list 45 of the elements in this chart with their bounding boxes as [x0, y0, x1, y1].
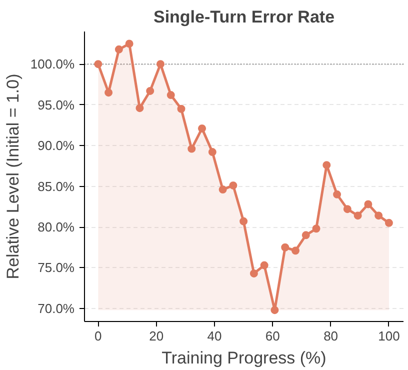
point — [270, 306, 279, 314]
point — [94, 60, 102, 68]
y-tick-label: 80.0% — [38, 220, 75, 235]
point — [260, 261, 268, 270]
point — [156, 60, 164, 68]
y-tick-label: 70.0% — [38, 300, 75, 316]
y-tick-label: 75.0% — [38, 260, 75, 276]
y-tick-label: 100.0% — [30, 56, 75, 72]
point — [343, 205, 352, 214]
point — [177, 104, 186, 113]
point — [198, 124, 206, 132]
point — [322, 161, 331, 170]
x-tick-label: 100 — [378, 328, 400, 344]
point — [188, 144, 196, 153]
x-axis-title: Training Progress (%) — [162, 348, 326, 368]
point — [125, 40, 134, 48]
point — [302, 231, 310, 240]
y-tick-label: 90.0% — [38, 138, 75, 154]
x-tick-label: 40 — [207, 328, 222, 344]
y-tick-label: 95.0% — [38, 97, 75, 112]
point — [136, 104, 144, 112]
point — [229, 181, 238, 190]
point — [384, 218, 393, 227]
y-axis-title: Relative Level (Initial = 1.0) — [3, 74, 22, 280]
point — [333, 190, 342, 198]
point — [208, 148, 216, 156]
point — [240, 217, 248, 226]
chart-title: Single-Turn Error Rate — [153, 8, 335, 26]
point — [292, 246, 300, 255]
point — [166, 91, 175, 100]
x-tick-label: 0 — [94, 328, 102, 344]
point — [281, 243, 290, 252]
point — [354, 212, 362, 220]
x-tick-label: 60 — [265, 328, 280, 344]
point — [114, 45, 123, 54]
x-tick-label: 80 — [324, 328, 338, 344]
point — [104, 88, 113, 97]
x-tick-label: 20 — [149, 328, 164, 344]
point — [146, 86, 154, 95]
point — [312, 224, 320, 233]
point — [218, 186, 227, 194]
y-tick-label: 85.0% — [38, 178, 75, 194]
point — [364, 200, 372, 208]
point — [374, 212, 383, 220]
point — [250, 269, 258, 278]
